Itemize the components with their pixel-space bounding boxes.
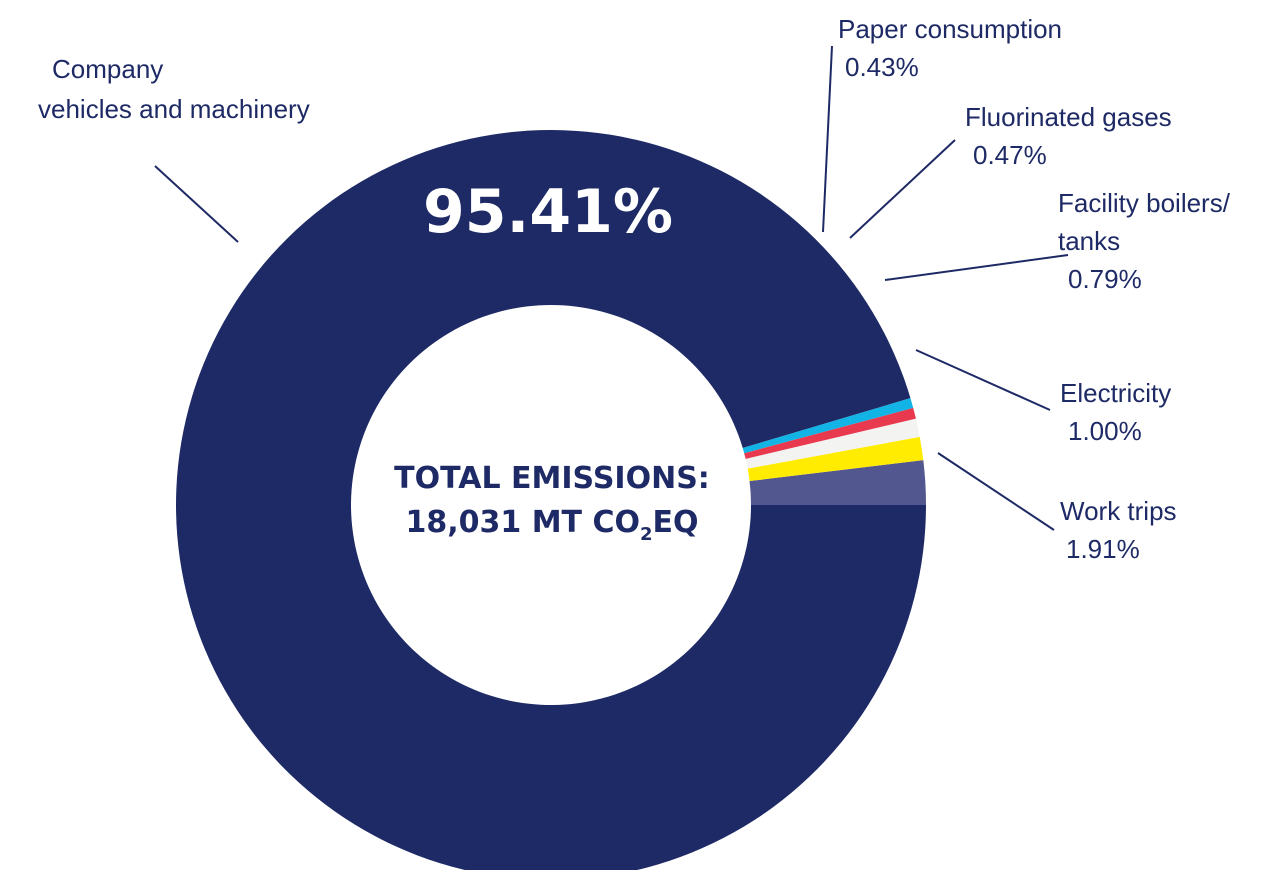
leader-line-worktrips <box>937 452 1055 531</box>
main-slice-value-label: 95.41% <box>423 177 673 247</box>
center-title: TOTAL EMISSIONS: <box>394 461 710 496</box>
slice-label-worktrips: Work trips <box>1060 496 1177 526</box>
slice-value-worktrips: 1.91% <box>1066 534 1140 564</box>
slice-value-fluorinated: 0.47% <box>973 140 1047 170</box>
slice-work-trips <box>749 460 926 505</box>
slice-electricity <box>747 436 924 482</box>
slice-label-electricity: Electricity <box>1060 378 1171 408</box>
slice-label-company-line1: Company <box>52 54 163 84</box>
center-total-subscript: 2 <box>640 524 653 545</box>
slice-value-paper: 0.43% <box>845 52 919 82</box>
slice-value-boilers: 0.79% <box>1068 264 1142 294</box>
donut-slices <box>176 130 926 870</box>
center-total-prefix: 18,031 MT CO <box>405 505 640 540</box>
slice-company-vehicles <box>176 130 926 870</box>
slice-label-company-line2: vehicles and machinery <box>38 94 310 124</box>
slice-value-electricity: 1.00% <box>1068 416 1142 446</box>
slice-facility-boilers <box>745 418 920 469</box>
slice-fluorinated-gases <box>744 407 916 459</box>
slice-label-boilers-line2: tanks <box>1058 226 1120 256</box>
leader-line-boilers <box>884 254 1069 281</box>
slice-label-paper: Paper consumption <box>838 14 1062 44</box>
leader-line-fluorinated <box>849 139 956 239</box>
center-total-suffix: EQ <box>653 505 699 540</box>
leader-line-paper <box>822 45 833 233</box>
slice-label-boilers-line1: Facility boilers/ <box>1058 188 1231 218</box>
slice-paper-consumption <box>742 398 914 454</box>
leader-line-electricity <box>915 349 1051 411</box>
center-total: 18,031 MT CO2EQ <box>405 505 698 545</box>
leader-line-company <box>154 165 239 243</box>
slice-label-fluorinated: Fluorinated gases <box>965 102 1172 132</box>
